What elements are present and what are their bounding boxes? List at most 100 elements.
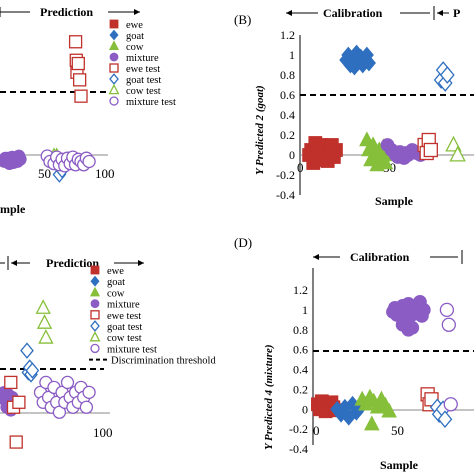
panel-b-y-ticks: 1.2 1 0.8 0.6 0.4 0.2 0 -0.2 -0.4 <box>276 28 295 202</box>
data-points <box>0 35 466 449</box>
panel-c-point-ewe-test <box>9 435 23 449</box>
y-tick-label: 0.2 <box>293 382 308 396</box>
panel-c-point-mixture-test <box>82 385 96 400</box>
legend-goat-test-marker <box>109 73 119 85</box>
panel-b-point-cow <box>377 154 394 170</box>
panel-b-point-cow-test <box>449 145 466 162</box>
panel-a-point-mixture <box>13 152 27 166</box>
legend-goat-label: goat <box>107 277 125 288</box>
panel-b-xlabel: Sample <box>375 194 414 208</box>
legend-mixture-marker <box>90 299 100 309</box>
y-tick-label: 0.4 <box>280 108 295 122</box>
y-tick-label: 0 <box>302 402 308 416</box>
panel-d-point-cow <box>364 415 380 431</box>
legend-mixture-test-marker <box>90 343 100 354</box>
panel-b-ylabel: Y Predicted 2 (goat) <box>254 85 266 175</box>
legend-ewe-test-marker <box>90 310 100 320</box>
legend-threshold-label: Discrimination threshold <box>111 356 216 367</box>
y-tick-label: 0.4 <box>293 363 308 377</box>
panel-d-point-mixture-test <box>443 397 458 412</box>
panel-c-section-prediction: Prediction <box>46 256 99 270</box>
legend-ewe-test-marker <box>109 63 119 73</box>
y-tick-label: 0.8 <box>293 323 308 337</box>
legend-cow-marker <box>89 286 101 297</box>
panel-label-d: (D) <box>234 235 252 250</box>
legend-mixture-test-marker <box>109 96 119 106</box>
panel-a-xlabel: mple <box>0 202 26 216</box>
legend-goat-test-marker <box>90 320 100 332</box>
panel-a: 50 100 mple Prediction <box>0 5 140 216</box>
panel-c-point-cow-test <box>38 329 54 344</box>
panel-b-section-calibration: Calibration <box>323 6 383 20</box>
y-tick-label: 0.8 <box>280 68 295 82</box>
panel-d-point-goat-test <box>437 410 453 429</box>
panel-b: 1.210.80.60.40.20-0.2-0.4 0 50 Sample Y … <box>254 6 474 208</box>
panel-b-point-goat-test <box>439 66 455 84</box>
legend-cow-label: cow <box>126 42 144 53</box>
panel-b-section-prediction: P <box>453 6 460 20</box>
y-tick-label: 1 <box>289 48 295 62</box>
panel-a-point-ewe-test <box>74 89 88 103</box>
panel-c-point-cow-test <box>35 299 51 314</box>
legend-mixture-label: mixture <box>107 300 140 311</box>
y-tick-label: 0 <box>289 148 295 162</box>
legend-ewe-label: ewe <box>126 20 143 31</box>
legend-cow-marker <box>108 40 120 50</box>
panel-d-point-cow <box>381 402 397 418</box>
panel-b-point-goat <box>361 54 376 72</box>
legend-ewe-marker <box>109 19 119 29</box>
legend-cow-label: cow <box>107 288 125 299</box>
legend-mixture-marker <box>109 52 119 62</box>
legend-goat-marker <box>90 275 100 287</box>
panel-c: 100 Prediction <box>0 256 144 440</box>
panel-a-point-ewe-test <box>68 35 83 49</box>
panel-d-xtick-50: 50 <box>391 423 404 438</box>
panel-label-b: (B) <box>234 12 251 27</box>
panel-d-point-mixture <box>405 320 420 335</box>
panel-c-point-goat-test <box>25 362 40 379</box>
panel-b-xtick-0: 0 <box>297 160 304 175</box>
legend-ewe-test-label: ewe test <box>126 64 160 75</box>
legend-goat-test-label: goat test <box>126 75 161 86</box>
legend-mixture-test-label: mixture test <box>107 344 157 355</box>
panel-c-point-ewe-test <box>12 395 26 409</box>
panel-a-xtick-100: 100 <box>95 166 115 181</box>
panel-c-xtick-100: 100 <box>93 425 113 440</box>
panel-d-point-mixture <box>416 302 431 317</box>
y-tick-label: -0.2 <box>289 422 308 436</box>
legend-cow-test-marker <box>89 330 101 342</box>
panel-b-point-ewe-test <box>423 142 438 158</box>
panel-b-point-ewe <box>329 143 343 157</box>
legend-cow-test-label: cow test <box>107 333 142 344</box>
legend-cow-test-label: cow test <box>126 86 161 97</box>
legend-mixture-label: mixture <box>126 53 159 64</box>
panel-c-point-mixture-test <box>52 405 67 419</box>
legend-goat-test-label: goat test <box>107 322 142 333</box>
legend-cow-test-marker <box>108 83 120 95</box>
panel-a-section-prediction: Prediction <box>40 5 93 19</box>
panel-a-point-ewe-test <box>71 56 85 71</box>
panel-d-xtick-0: 0 <box>313 423 320 438</box>
legend-mixture-test-label: mixture test <box>126 97 176 108</box>
panel-a-point-ewe-test <box>73 73 87 87</box>
panel-d-y-ticks: 1.2 1 0.8 0.6 0.4 0.2 0 -0.2 -0.4 <box>289 283 308 456</box>
panel-d-point-mixture-test <box>441 317 456 332</box>
y-tick-label: -0.4 <box>289 442 308 456</box>
y-tick-label: 0.2 <box>280 128 295 142</box>
y-tick-label: 1 <box>302 303 308 317</box>
y-tick-label: -0.4 <box>276 188 295 202</box>
panel-c-point-ewe-test <box>4 375 18 390</box>
panel-d-xlabel: Sample <box>380 458 419 472</box>
legend-goat-marker <box>109 29 119 41</box>
y-tick-label: -0.2 <box>276 168 295 182</box>
panel-d: 1.2 1 0.8 0.6 0.4 0.2 0 -0.2 -0.4 0 50 Sample Y … <box>263 250 474 472</box>
panel-c-point-cow-test <box>36 314 53 329</box>
y-tick-label: 0.6 <box>293 343 308 357</box>
y-tick-label: 0.6 <box>280 88 295 102</box>
panel-d-ylabel: Y Predicted 4 (mixture) <box>263 344 275 450</box>
panel-c-point-goat-test <box>20 342 34 359</box>
panel-a-xtick-50: 50 <box>38 166 51 181</box>
